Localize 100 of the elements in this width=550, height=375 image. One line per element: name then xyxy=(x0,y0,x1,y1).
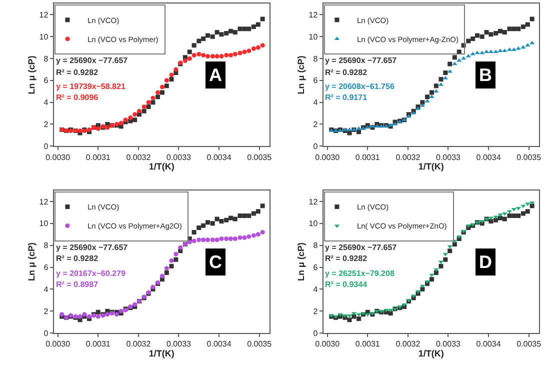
point xyxy=(480,34,484,39)
y-tick-label: 8 xyxy=(44,54,49,64)
y-tick-label: 4 xyxy=(44,284,49,294)
annotation: R² = 0.9282 xyxy=(325,254,368,263)
point xyxy=(187,56,192,61)
point xyxy=(238,26,242,32)
point xyxy=(452,55,457,60)
x-tick-label: 0.0031 xyxy=(355,152,380,162)
point xyxy=(232,216,238,222)
point xyxy=(530,16,534,22)
point xyxy=(420,100,425,105)
x-tick-label: 0.0032 xyxy=(396,340,421,349)
point xyxy=(196,38,202,44)
point xyxy=(206,238,210,242)
y-tick-label: 2 xyxy=(44,120,49,130)
x-tick-label: 0.0032 xyxy=(126,340,152,349)
annotation: R² = 0.9344 xyxy=(325,280,368,289)
point xyxy=(512,26,516,32)
x-tick-label: 0.0035 xyxy=(516,340,542,349)
point xyxy=(160,274,164,278)
point xyxy=(434,270,438,275)
point xyxy=(224,52,229,58)
annotation: R² = 0.8987 xyxy=(56,280,99,289)
point xyxy=(512,214,516,218)
point xyxy=(443,257,448,262)
point xyxy=(114,312,119,317)
y-tick-label: 12 xyxy=(39,197,49,206)
point xyxy=(246,214,252,218)
y-axis-title: Ln μ (cP) xyxy=(296,242,306,282)
point xyxy=(438,77,444,82)
point xyxy=(142,108,146,114)
point xyxy=(525,209,530,214)
point xyxy=(128,115,133,120)
x-axis-title: 1/T(K) xyxy=(148,162,174,172)
y-tick-label: 12 xyxy=(308,10,318,20)
y-tick-label: 0 xyxy=(313,142,318,151)
point xyxy=(475,33,480,38)
point xyxy=(498,28,502,34)
point xyxy=(238,235,242,240)
point xyxy=(169,258,174,263)
point xyxy=(192,52,196,58)
point xyxy=(260,16,265,22)
point xyxy=(466,224,471,228)
point xyxy=(96,310,100,314)
point xyxy=(187,50,192,54)
point xyxy=(256,45,260,50)
point xyxy=(352,314,356,319)
point xyxy=(494,218,498,222)
point xyxy=(502,216,507,222)
point xyxy=(164,78,169,83)
annotation: C xyxy=(209,252,222,272)
y-axis-title: Ln μ (cP) xyxy=(296,56,306,94)
point xyxy=(174,257,178,262)
point xyxy=(232,52,238,56)
point xyxy=(425,94,430,100)
point xyxy=(96,126,100,131)
point xyxy=(429,90,434,95)
point xyxy=(118,120,124,126)
point xyxy=(150,100,156,105)
point xyxy=(520,24,526,29)
point xyxy=(502,30,507,34)
point xyxy=(242,26,247,32)
x-tick-label: 0.0033 xyxy=(166,152,192,162)
x-tick-label: 0.0033 xyxy=(436,340,462,349)
point xyxy=(156,94,160,100)
point xyxy=(201,238,206,242)
point xyxy=(169,72,174,78)
point xyxy=(192,43,196,48)
point xyxy=(474,50,480,54)
point xyxy=(516,206,521,210)
y-tick-label: 0 xyxy=(44,142,49,151)
y-tick-label: 6 xyxy=(44,263,49,272)
annotation: y = 25690x −77.657 xyxy=(325,243,398,252)
annotation: D xyxy=(479,252,492,272)
point xyxy=(78,314,82,319)
annotation: A xyxy=(209,65,222,85)
point xyxy=(251,24,256,29)
point xyxy=(466,38,471,44)
x-axis-title: 1/T(K) xyxy=(148,348,174,359)
point xyxy=(502,212,508,216)
annotation: y = 20167x−60.279 xyxy=(56,269,126,278)
point xyxy=(214,238,220,242)
x-tick-label: 0.0032 xyxy=(126,152,152,162)
point xyxy=(160,84,164,90)
point xyxy=(347,318,352,322)
x-tick-label: 0.0033 xyxy=(436,152,462,162)
y-tick-label: 8 xyxy=(313,54,318,64)
point xyxy=(452,62,458,66)
point xyxy=(150,96,156,100)
point xyxy=(232,236,238,242)
point xyxy=(187,240,192,244)
point xyxy=(146,104,151,109)
point xyxy=(438,264,444,268)
x-tick-label: 0.0033 xyxy=(166,340,192,349)
y-tick-label: 8 xyxy=(313,241,318,250)
point xyxy=(424,98,430,102)
point xyxy=(242,50,247,54)
point xyxy=(356,313,362,317)
point xyxy=(87,127,92,132)
y-tick-label: 6 xyxy=(44,76,49,86)
